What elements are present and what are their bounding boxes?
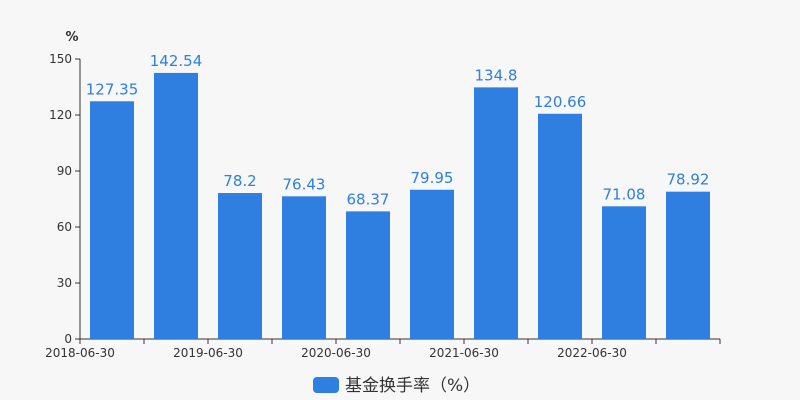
data-label: 68.37 bbox=[347, 190, 390, 208]
bar[interactable] bbox=[666, 191, 710, 339]
y-axis: 0 30 60 90 120 150% bbox=[49, 30, 81, 346]
x-tick-label: 2018-06-30 bbox=[45, 346, 115, 360]
y-tick-label: 0 bbox=[64, 332, 72, 346]
bar[interactable] bbox=[538, 113, 582, 339]
y-tick-label: 150 bbox=[49, 52, 72, 66]
bars bbox=[90, 72, 710, 340]
bar[interactable] bbox=[282, 196, 326, 339]
data-label: 78.92 bbox=[667, 171, 710, 189]
data-label: 127.35 bbox=[86, 80, 139, 98]
data-label: 134.8 bbox=[475, 66, 518, 84]
bar[interactable] bbox=[474, 87, 518, 339]
data-label: 142.54 bbox=[150, 52, 203, 70]
data-label: 79.95 bbox=[411, 169, 454, 187]
legend-swatch[interactable] bbox=[313, 377, 339, 393]
bar[interactable] bbox=[346, 211, 390, 339]
value-labels: 127.35 142.54 78.2 76.43 68.37 79.95 134.8 120.… bbox=[86, 52, 710, 208]
bar[interactable] bbox=[218, 193, 262, 339]
y-tick-label: 30 bbox=[57, 276, 72, 290]
x-tick-label: 2022-06-30 bbox=[557, 346, 627, 360]
legend-label[interactable]: 基金换手率（%） bbox=[345, 376, 480, 396]
y-tick-label: 90 bbox=[57, 164, 72, 178]
y-unit-label: % bbox=[65, 30, 78, 45]
data-label: 78.2 bbox=[223, 172, 256, 190]
x-axis: 2018-06-30 2019-06-30 2020-06-30 2021-06-30… bbox=[45, 338, 721, 360]
bar[interactable] bbox=[154, 72, 198, 340]
x-tick-label: 2019-06-30 bbox=[173, 346, 243, 360]
x-tick-label: 2021-06-30 bbox=[429, 346, 499, 360]
y-tick-label: 120 bbox=[49, 108, 72, 122]
bar[interactable] bbox=[602, 206, 646, 339]
data-label: 76.43 bbox=[283, 175, 326, 193]
data-label: 120.66 bbox=[534, 93, 587, 111]
bar[interactable] bbox=[90, 101, 134, 339]
bar[interactable] bbox=[410, 189, 454, 339]
x-tick-label: 2020-06-30 bbox=[301, 346, 371, 360]
data-label: 71.08 bbox=[603, 185, 646, 203]
y-tick-label: 60 bbox=[57, 220, 72, 234]
legend[interactable]: 基金换手率（%） bbox=[313, 376, 480, 396]
